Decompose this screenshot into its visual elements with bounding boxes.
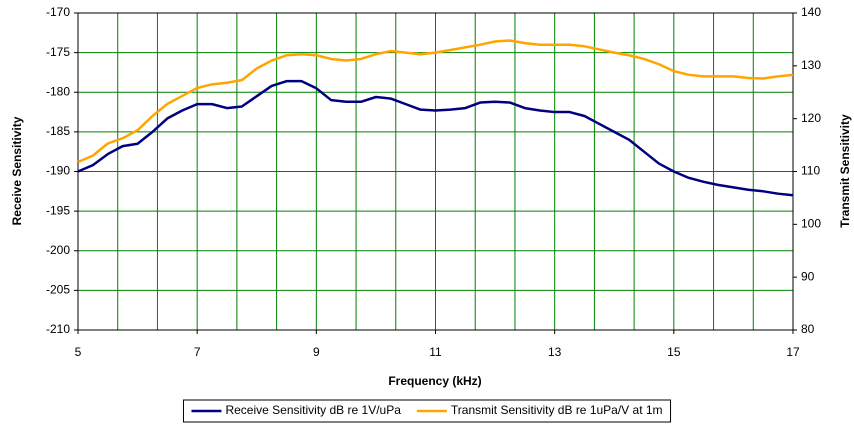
- y2-axis-label: Transmit Sensitivity: [838, 114, 852, 228]
- y2-tick-label: 100: [801, 217, 821, 231]
- series-line: [77, 39, 794, 164]
- x-tick-label: 17: [786, 345, 800, 359]
- x-tick-label: 11: [429, 345, 442, 359]
- x-tick-label: 13: [548, 345, 562, 359]
- y-tick-label: -200: [46, 243, 70, 257]
- y-tick-label: -175: [46, 45, 70, 59]
- legend-label: Transmit Sensitivity dB re 1uPa/V at 1m: [451, 403, 663, 417]
- legend: Receive Sensitivity dB re 1V/uPa Transmit…: [182, 399, 672, 423]
- y2-tick-label: 80: [801, 322, 815, 336]
- y2-tick-label: 140: [801, 5, 821, 19]
- y2-tick-label: 130: [801, 58, 821, 72]
- y2-tick-label: 90: [801, 269, 815, 283]
- x-tick-label: 7: [194, 345, 201, 359]
- y-tick-label: -195: [46, 203, 70, 217]
- x-tick-label: 9: [313, 345, 320, 359]
- y-tick-label: -185: [46, 124, 70, 138]
- x-axis-label: Frequency (kHz): [388, 374, 481, 388]
- y-axis-label: Receive Sensitivity: [10, 116, 24, 225]
- y2-tick-label: 110: [801, 164, 820, 178]
- y-tick-label: -190: [46, 164, 70, 178]
- y-tick-label: -170: [46, 5, 70, 19]
- legend-label: Receive Sensitivity dB re 1V/uPa: [225, 403, 401, 417]
- x-tick-label: 15: [667, 345, 681, 359]
- y-tick-label: -205: [46, 283, 70, 297]
- x-tick-label: 5: [75, 345, 82, 359]
- y2-tick-label: 120: [801, 111, 821, 125]
- series-line: [77, 79, 794, 197]
- y-tick-label: -210: [46, 322, 70, 336]
- y-tick-label: -180: [46, 84, 70, 98]
